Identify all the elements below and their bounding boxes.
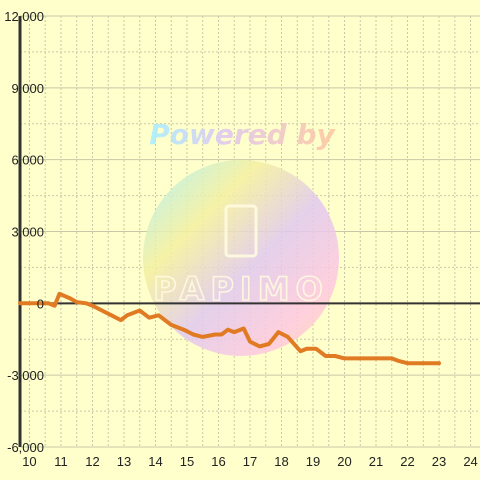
watermark: Powered by PAPIMO	[143, 118, 339, 356]
axes	[18, 16, 480, 447]
watermark-powered-by: Powered by	[149, 118, 336, 151]
watermark-logo-icon	[224, 204, 258, 258]
x-tick-label: 12	[85, 454, 99, 469]
x-tick-label: 22	[400, 454, 414, 469]
x-tick-label: 10	[22, 454, 36, 469]
x-tick-label: 16	[211, 454, 225, 469]
watermark-circle	[143, 160, 339, 356]
x-tick-label: 14	[148, 454, 162, 469]
x-tick-label: 23	[432, 454, 446, 469]
y-tick-label: 3,000	[11, 225, 44, 240]
x-tick-label: 20	[337, 454, 351, 469]
y-tick-label: 6,000	[11, 153, 44, 168]
y-tick-label: 9,000	[11, 81, 44, 96]
x-tick-label: 13	[117, 454, 131, 469]
x-tick-label: 19	[306, 454, 320, 469]
series-line	[18, 291, 441, 366]
watermark-brand: PAPIMO	[153, 270, 329, 308]
x-tick-label: 17	[243, 454, 257, 469]
y-tick-label: 12,000	[4, 9, 44, 24]
x-tick-label: 11	[54, 454, 68, 469]
x-tick-label: 18	[274, 454, 288, 469]
y-tick-label: -6,000	[7, 440, 44, 455]
x-tick-label: 21	[369, 454, 383, 469]
x-tick-label: 15	[180, 454, 194, 469]
x-tick-label: 24	[463, 454, 477, 469]
y-tick-label: -3,000	[7, 368, 44, 383]
y-tick-label: 0	[37, 296, 44, 311]
grid-lines	[20, 15, 480, 448]
series-layer	[18, 291, 441, 366]
